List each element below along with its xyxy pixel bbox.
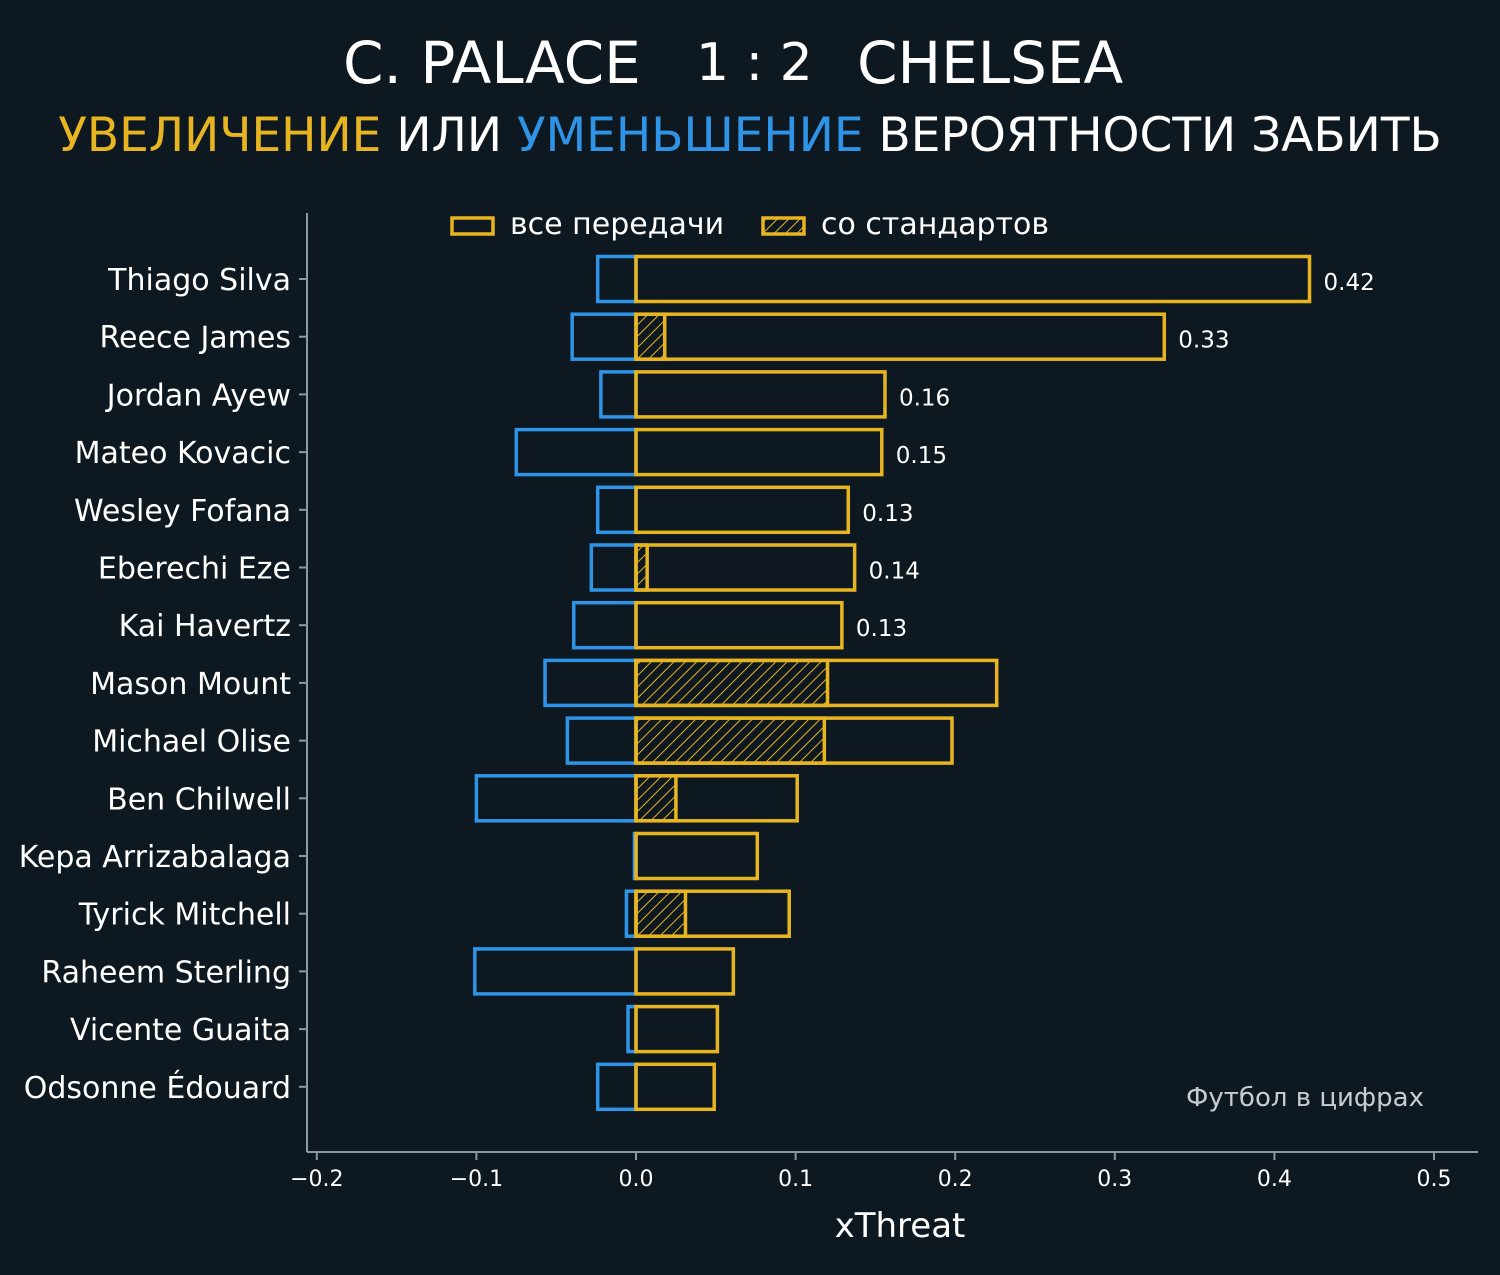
bar-value-label: 0.14 [869,559,920,585]
match-title: C. PALACE 1 : 2 CHELSEA [0,28,1500,98]
bar-negative [473,947,638,996]
player-label: Kepa Arrizabalaga [19,840,291,875]
bar-set-pieces [634,774,678,823]
bar-negative [514,427,638,477]
bar-negative [595,254,638,304]
player-label: Eberechi Eze [98,552,291,587]
bar-all-passes [634,1004,720,1054]
bar-negative [543,658,638,708]
legend-swatch-all-passes [450,216,495,236]
bar-all-passes [634,889,791,938]
legend-label-all-passes: все передачи [510,207,724,242]
x-tick-label: 0.0 [619,1167,654,1192]
bar-negative [599,370,638,419]
bar-all-passes [634,1062,716,1112]
subtitle-decrease: УМЕНЬШЕНИЕ [516,108,864,163]
bar-negative [595,485,638,535]
x-tick-label: 0.3 [1097,1167,1132,1192]
home-team-name: C. PALACE [343,29,641,97]
x-axis-title: xThreat [835,1206,966,1246]
bar-all-passes [634,716,954,765]
bar-value-label: 0.42 [1324,270,1375,296]
bar-negative [565,716,638,765]
player-label: Kai Havertz [119,609,291,644]
axes: −0.2 −0.1 0.0 0.1 0.2 0.3 0.4 0.5 xThreat Thiago … [19,213,1478,1246]
player-label: Raheem Sterling [41,955,291,990]
bar-all-passes [634,427,884,477]
bar-set-pieces [634,312,667,361]
player-label: Mateo Kovacic [75,436,291,471]
subtitle-increase: УВЕЛИЧЕНИЕ [58,108,382,163]
bar-value-label: 0.33 [1178,328,1229,354]
watermark: Футбол в цифрах [1186,1083,1424,1113]
legend-label-set-pieces: со стандартов [821,207,1049,242]
bar-negative [595,1062,638,1112]
bar-negative [572,600,638,650]
bar-all-passes [634,254,1312,304]
player-label: Ben Chilwell [107,782,291,817]
bar-value-label: 0.13 [856,616,907,642]
bar-all-passes [634,658,999,708]
legend-swatch-set-pieces [761,216,806,236]
x-tick-label: 0.1 [778,1167,813,1192]
bar-value-label: 0.13 [862,501,913,527]
player-label: Reece James [100,321,291,356]
player-label: Thiago Silva [107,263,291,298]
bars: 0.42 0.33 0.16 0.15 0.13 0.14 0.13 [473,254,1375,1112]
bar-negative [589,543,638,592]
bar-all-passes [634,774,799,823]
player-label: Odsonne Édouard [24,1070,291,1106]
away-team-name: CHELSEA [857,29,1124,97]
subtitle-or: ИЛИ [396,108,503,163]
legend: все передачи со стандартов [450,207,1049,242]
player-label: Vicente Guaita [70,1013,291,1048]
bar-set-pieces [634,889,688,938]
bar-negative [570,312,638,361]
bar-all-passes [634,543,857,592]
player-label: Mason Mount [90,667,291,702]
bar-all-passes [634,370,887,419]
bar-all-passes [634,312,1167,361]
player-label: Jordan Ayew [105,378,291,413]
player-label: Tyrick Mitchell [78,898,291,933]
x-tick-label: −0.1 [450,1167,503,1192]
bar-all-passes [634,600,844,650]
x-tick-label: 0.4 [1257,1167,1292,1192]
player-label: Michael Olise [92,725,291,760]
bar-all-passes [634,831,760,881]
x-tick-label: 0.5 [1417,1167,1452,1192]
bar-set-pieces [634,716,827,765]
x-tick-label: 0.2 [938,1167,973,1192]
bar-value-label: 0.16 [899,385,950,411]
bar-value-label: 0.15 [896,443,947,469]
match-score: 1 : 2 [696,33,813,93]
chart-subtitle: УВЕЛИЧЕНИЕ ИЛИ УМЕНЬШЕНИЕ ВЕРОЯТНОСТИ ЗА… [0,108,1500,164]
bar-negative [474,774,638,823]
player-label: Wesley Fofana [74,494,291,529]
bar-all-passes [634,947,736,996]
x-tick-label: −0.2 [290,1167,343,1192]
bar-set-pieces [634,658,830,708]
bar-all-passes [634,485,851,535]
subtitle-rest: ВЕРОЯТНОСТИ ЗАБИТЬ [878,108,1442,163]
